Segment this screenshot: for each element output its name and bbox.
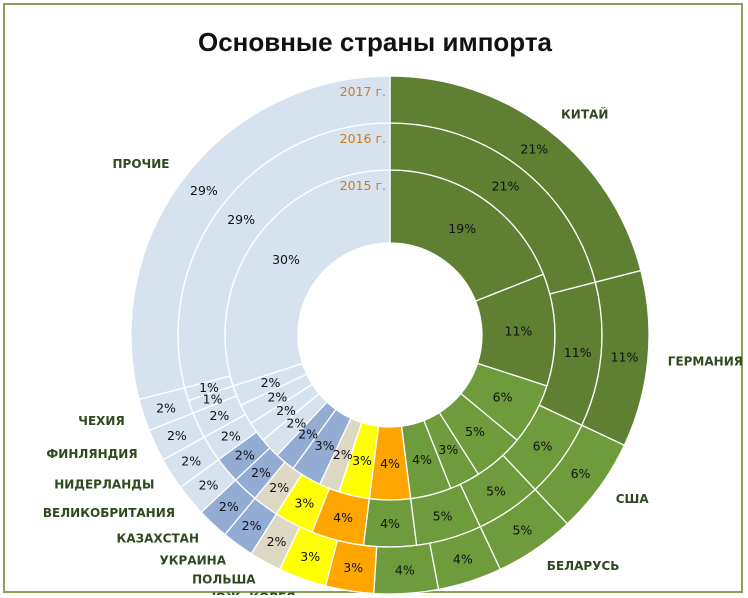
year-labels: 2015 г. 2016 г. 2017 г.: [340, 84, 386, 193]
percent-label: 2%: [267, 389, 287, 404]
category-label-юж-корея: ЮЖ. КОРЕЯ: [212, 591, 296, 596]
percent-label: 5%: [465, 424, 485, 439]
donut-chart: Основные страны импорта 19% 11% 6% 5% 3% 4% 4%…: [43, 27, 743, 596]
percent-label: 4%: [380, 456, 400, 471]
category-label-германия: ГЕРМАНИЯ: [668, 354, 743, 368]
percent-label: 11%: [611, 350, 639, 365]
rings: [130, 75, 650, 595]
percent-label: 2%: [242, 518, 262, 533]
percent-label: 29%: [227, 212, 255, 227]
percent-label: 4%: [395, 563, 415, 578]
percent-label: 5%: [486, 483, 506, 498]
percent-label: 2%: [261, 375, 281, 390]
percent-label: 2%: [167, 428, 187, 443]
year-label: 2015 г.: [340, 178, 386, 193]
category-labels: КИТАЙГЕРМАНИЯСШАБЕЛАРУСЬИТАЛИЯФРАНЦИЯЯПО…: [43, 107, 743, 596]
percent-label: 2%: [181, 454, 201, 469]
percent-label: 2%: [209, 408, 229, 423]
percent-label: 3%: [343, 560, 363, 575]
percent-label: 3%: [300, 549, 320, 564]
year-label: 2016 г.: [340, 131, 386, 146]
percent-label: 30%: [272, 252, 300, 267]
category-label-казахстан: КАЗАХСТАН: [117, 531, 199, 545]
percent-label: 3%: [438, 442, 458, 457]
slice-2017-г-прочие: [130, 75, 391, 401]
percent-label: 3%: [315, 438, 335, 453]
chart-title: Основные страны импорта: [198, 27, 553, 57]
category-label-нидерланды: НИДЕРЛАНДЫ: [54, 478, 154, 492]
percent-label: 11%: [505, 324, 533, 339]
percent-label: 19%: [448, 221, 476, 236]
percent-labels: 19%11%6%5%3%4%4%3%2%3%2%2%2%2%2%30%21%11…: [156, 141, 638, 577]
percent-label: 1%: [199, 380, 219, 395]
chart-frame: Основные страны импорта 19% 11% 6% 5% 3% 4% 4%…: [3, 3, 743, 596]
percent-label: 2%: [333, 447, 353, 462]
category-label-китай: КИТАЙ: [561, 107, 608, 122]
category-label-сша: США: [616, 492, 650, 506]
percent-label: 6%: [533, 438, 553, 453]
percent-label: 2%: [298, 427, 318, 442]
percent-label: 2%: [267, 534, 287, 549]
percent-label: 3%: [294, 496, 314, 511]
percent-label: 1%: [203, 391, 223, 406]
percent-label: 2%: [269, 480, 289, 495]
category-label-великобритания: ВЕЛИКОБРИТАНИЯ: [43, 506, 175, 520]
category-label-беларусь: БЕЛАРУСЬ: [547, 559, 620, 573]
percent-label: 2%: [156, 400, 176, 415]
percent-label: 21%: [520, 141, 548, 156]
category-label-финляндия: ФИНЛЯНДИЯ: [46, 447, 137, 461]
category-label-италия: ИТАЛИЯ: [476, 593, 533, 595]
category-label-прочие: ПРОЧИЕ: [113, 157, 170, 171]
percent-label: 3%: [352, 453, 372, 468]
percent-label: 5%: [512, 522, 532, 537]
percent-label: 2%: [251, 465, 271, 480]
percent-label: 6%: [571, 466, 591, 481]
percent-label: 21%: [492, 179, 520, 194]
percent-label: 4%: [453, 552, 473, 567]
percent-label: 5%: [433, 509, 453, 524]
category-label-польша: ПОЛЬША: [192, 573, 256, 587]
percent-label: 4%: [380, 516, 400, 531]
percent-label: 2%: [276, 403, 296, 418]
percent-label: 2%: [221, 429, 241, 444]
percent-label: 2%: [286, 416, 306, 431]
percent-label: 4%: [412, 452, 432, 467]
percent-label: 6%: [493, 389, 513, 404]
percent-label: 11%: [564, 345, 592, 360]
percent-label: 29%: [190, 183, 218, 198]
percent-label: 4%: [333, 510, 353, 525]
category-label-украина: УКРАИНА: [159, 554, 226, 568]
percent-label: 2%: [235, 448, 255, 463]
year-label: 2017 г.: [340, 84, 386, 99]
percent-label: 2%: [199, 478, 219, 493]
percent-label: 2%: [219, 499, 239, 514]
category-label-чехия: ЧЕХИЯ: [78, 414, 124, 428]
